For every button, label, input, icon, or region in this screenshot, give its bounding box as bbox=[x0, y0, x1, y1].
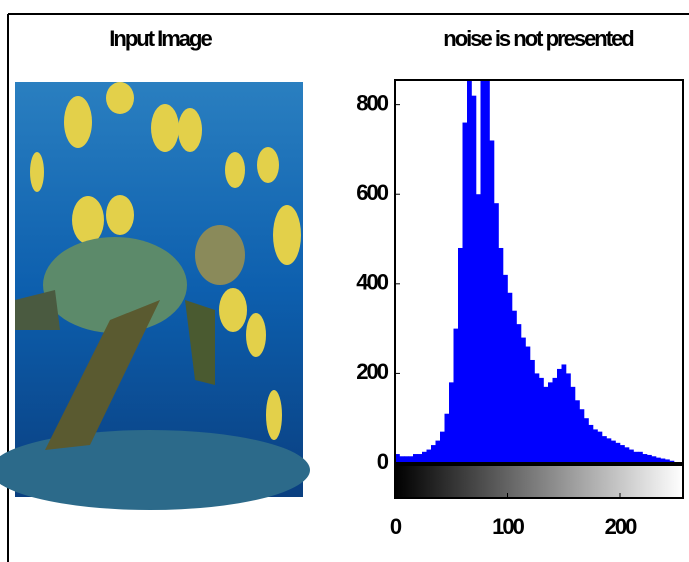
reef bbox=[0, 430, 310, 510]
bar bbox=[507, 292, 513, 463]
bar bbox=[462, 122, 468, 463]
bar bbox=[602, 436, 607, 463]
bar bbox=[530, 359, 535, 463]
bar bbox=[485, 80, 490, 463]
bar bbox=[453, 328, 459, 463]
bar bbox=[471, 95, 477, 463]
bar bbox=[557, 368, 562, 463]
bar bbox=[489, 140, 495, 463]
bar bbox=[440, 431, 445, 463]
bars bbox=[395, 80, 675, 463]
colorbar bbox=[394, 464, 684, 499]
bar bbox=[615, 442, 621, 463]
bar bbox=[579, 409, 585, 463]
bar bbox=[651, 456, 657, 463]
bar bbox=[404, 456, 409, 463]
bar bbox=[426, 449, 432, 463]
bar bbox=[584, 418, 589, 463]
turtle-flipper bbox=[45, 300, 160, 450]
bar bbox=[503, 274, 508, 463]
bar bbox=[539, 377, 544, 463]
x-tick-label: 200 bbox=[605, 514, 637, 539]
bar bbox=[566, 373, 571, 463]
chart-title: noise is not presented bbox=[443, 26, 633, 51]
bar bbox=[656, 457, 661, 463]
bar bbox=[606, 438, 612, 463]
bar bbox=[669, 460, 675, 463]
bar bbox=[431, 445, 436, 463]
bar bbox=[408, 456, 414, 463]
turtle-rear-flipper bbox=[15, 290, 60, 330]
bar bbox=[521, 337, 526, 463]
y-tick-label: 800 bbox=[356, 90, 388, 115]
bar bbox=[480, 80, 486, 463]
bar bbox=[552, 377, 558, 463]
turtle-head bbox=[195, 225, 245, 285]
bar bbox=[620, 445, 625, 463]
bar bbox=[633, 451, 639, 463]
input-image bbox=[0, 82, 310, 510]
bar bbox=[417, 454, 423, 463]
x-tick-label: 0 bbox=[390, 514, 402, 539]
fish bbox=[30, 82, 301, 440]
bar bbox=[476, 194, 481, 463]
bar bbox=[642, 454, 648, 463]
bar bbox=[660, 458, 666, 463]
bar bbox=[413, 454, 418, 463]
bar bbox=[597, 431, 603, 463]
bar bbox=[647, 454, 652, 463]
bar bbox=[629, 449, 634, 463]
bar bbox=[593, 429, 598, 463]
bar bbox=[512, 310, 517, 463]
bar bbox=[525, 346, 531, 463]
bar bbox=[435, 440, 441, 463]
bar bbox=[395, 454, 400, 463]
image-title: Input Image bbox=[109, 26, 212, 51]
y-tick-label: 0 bbox=[377, 449, 389, 474]
bar bbox=[494, 203, 499, 463]
bar bbox=[624, 447, 630, 463]
bar bbox=[575, 400, 580, 463]
bar bbox=[498, 247, 504, 463]
bar bbox=[422, 451, 427, 463]
bar bbox=[444, 413, 450, 463]
histogram-plot bbox=[395, 80, 675, 463]
y-tick-label: 200 bbox=[356, 359, 388, 384]
y-tick-label: 600 bbox=[356, 180, 388, 205]
axes-box bbox=[394, 79, 684, 464]
bar bbox=[458, 247, 463, 463]
bar bbox=[561, 364, 567, 463]
bar bbox=[534, 373, 540, 463]
turtle-front-flipper bbox=[185, 300, 215, 385]
bar bbox=[665, 459, 670, 463]
bar bbox=[516, 324, 522, 463]
y-tick-label: 400 bbox=[356, 270, 388, 295]
bar bbox=[588, 424, 594, 463]
bar bbox=[611, 440, 616, 463]
bar bbox=[449, 382, 454, 463]
bar bbox=[638, 451, 643, 463]
bar bbox=[467, 80, 472, 463]
bar bbox=[399, 456, 405, 463]
bar bbox=[543, 386, 549, 463]
bar bbox=[548, 382, 553, 463]
x-tick-label: 100 bbox=[492, 514, 524, 539]
bar bbox=[570, 386, 576, 463]
